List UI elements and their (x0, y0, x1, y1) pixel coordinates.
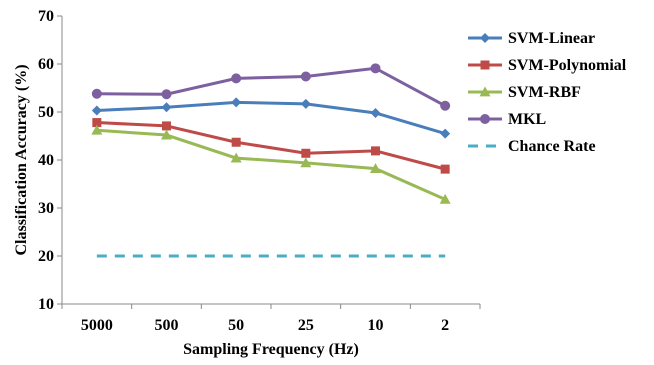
y-tick-label: 30 (38, 200, 54, 217)
legend-item: SVM-RBF (468, 84, 581, 101)
data-point (440, 164, 450, 174)
legend-label: SVM-RBF (508, 84, 581, 101)
y-tick-labels: 10 20 30 40 50 60 70 (38, 8, 54, 313)
x-tick-label: 5000 (81, 317, 113, 334)
legend-marker (479, 86, 491, 97)
axes (57, 15, 481, 309)
y-tick-label: 70 (38, 8, 54, 25)
series-svm-polynomial (92, 118, 450, 174)
data-point (231, 97, 242, 108)
x-tick-label: 50 (228, 317, 244, 334)
series-mkl (91, 63, 451, 111)
data-point (92, 118, 102, 128)
legend-label: SVM-Linear (508, 30, 595, 47)
data-point (230, 152, 242, 163)
data-point (91, 88, 102, 99)
data-point (371, 146, 380, 156)
data-point (301, 148, 311, 158)
series-line (96, 128, 446, 201)
y-tick-label: 10 (38, 296, 54, 313)
x-tick-label: 2 (441, 317, 449, 334)
data-point (300, 157, 312, 168)
x-tick-label: 500 (155, 317, 179, 334)
data-point (440, 100, 451, 111)
data-point (370, 63, 381, 74)
data-point (91, 105, 102, 116)
series-line (96, 100, 446, 136)
legend-marker (480, 33, 490, 43)
legend-label: MKL (508, 111, 546, 128)
series-layer (91, 63, 451, 258)
series-line (96, 121, 446, 171)
legend-label: Chance Rate (508, 138, 596, 155)
data-point (440, 128, 451, 139)
data-point (231, 137, 241, 147)
series-svm-linear (91, 97, 451, 139)
y-tick-label: 50 (38, 104, 54, 121)
y-tick-label: 40 (38, 152, 54, 169)
legend-label: SVM-Polynomial (508, 57, 627, 74)
legend-item: Chance Rate (468, 138, 596, 155)
data-point (370, 107, 381, 118)
x-axis-title: Sampling Frequency (Hz) (183, 341, 359, 358)
legend-marker (480, 114, 490, 124)
data-point (300, 71, 311, 82)
y-tick-label: 60 (38, 56, 54, 73)
data-point (91, 124, 103, 135)
data-point (162, 121, 171, 131)
data-point (161, 129, 172, 140)
data-point (161, 102, 172, 113)
y-tick-label: 20 (38, 248, 54, 265)
y-axis-title: Classification Accuracy (%) (13, 64, 30, 255)
x-tick-labels: 5000 500 50 25 10 2 (81, 317, 449, 334)
data-point (161, 89, 172, 100)
legend-item: SVM-Linear (468, 30, 595, 47)
legend-marker (480, 60, 490, 70)
legend-item: SVM-Polynomial (468, 57, 627, 74)
series-svm-rbf (91, 124, 451, 204)
legend-item: MKL (468, 111, 546, 128)
data-point (370, 163, 381, 174)
x-tick-label: 25 (298, 317, 314, 334)
x-tick-label: 10 (368, 317, 384, 334)
legend: SVM-Linear SVM-Polynomial SVM-RBF MKL Chance… (468, 30, 627, 155)
data-point (300, 98, 311, 109)
data-point (439, 193, 451, 204)
data-point (231, 73, 242, 84)
series-line (96, 66, 446, 108)
